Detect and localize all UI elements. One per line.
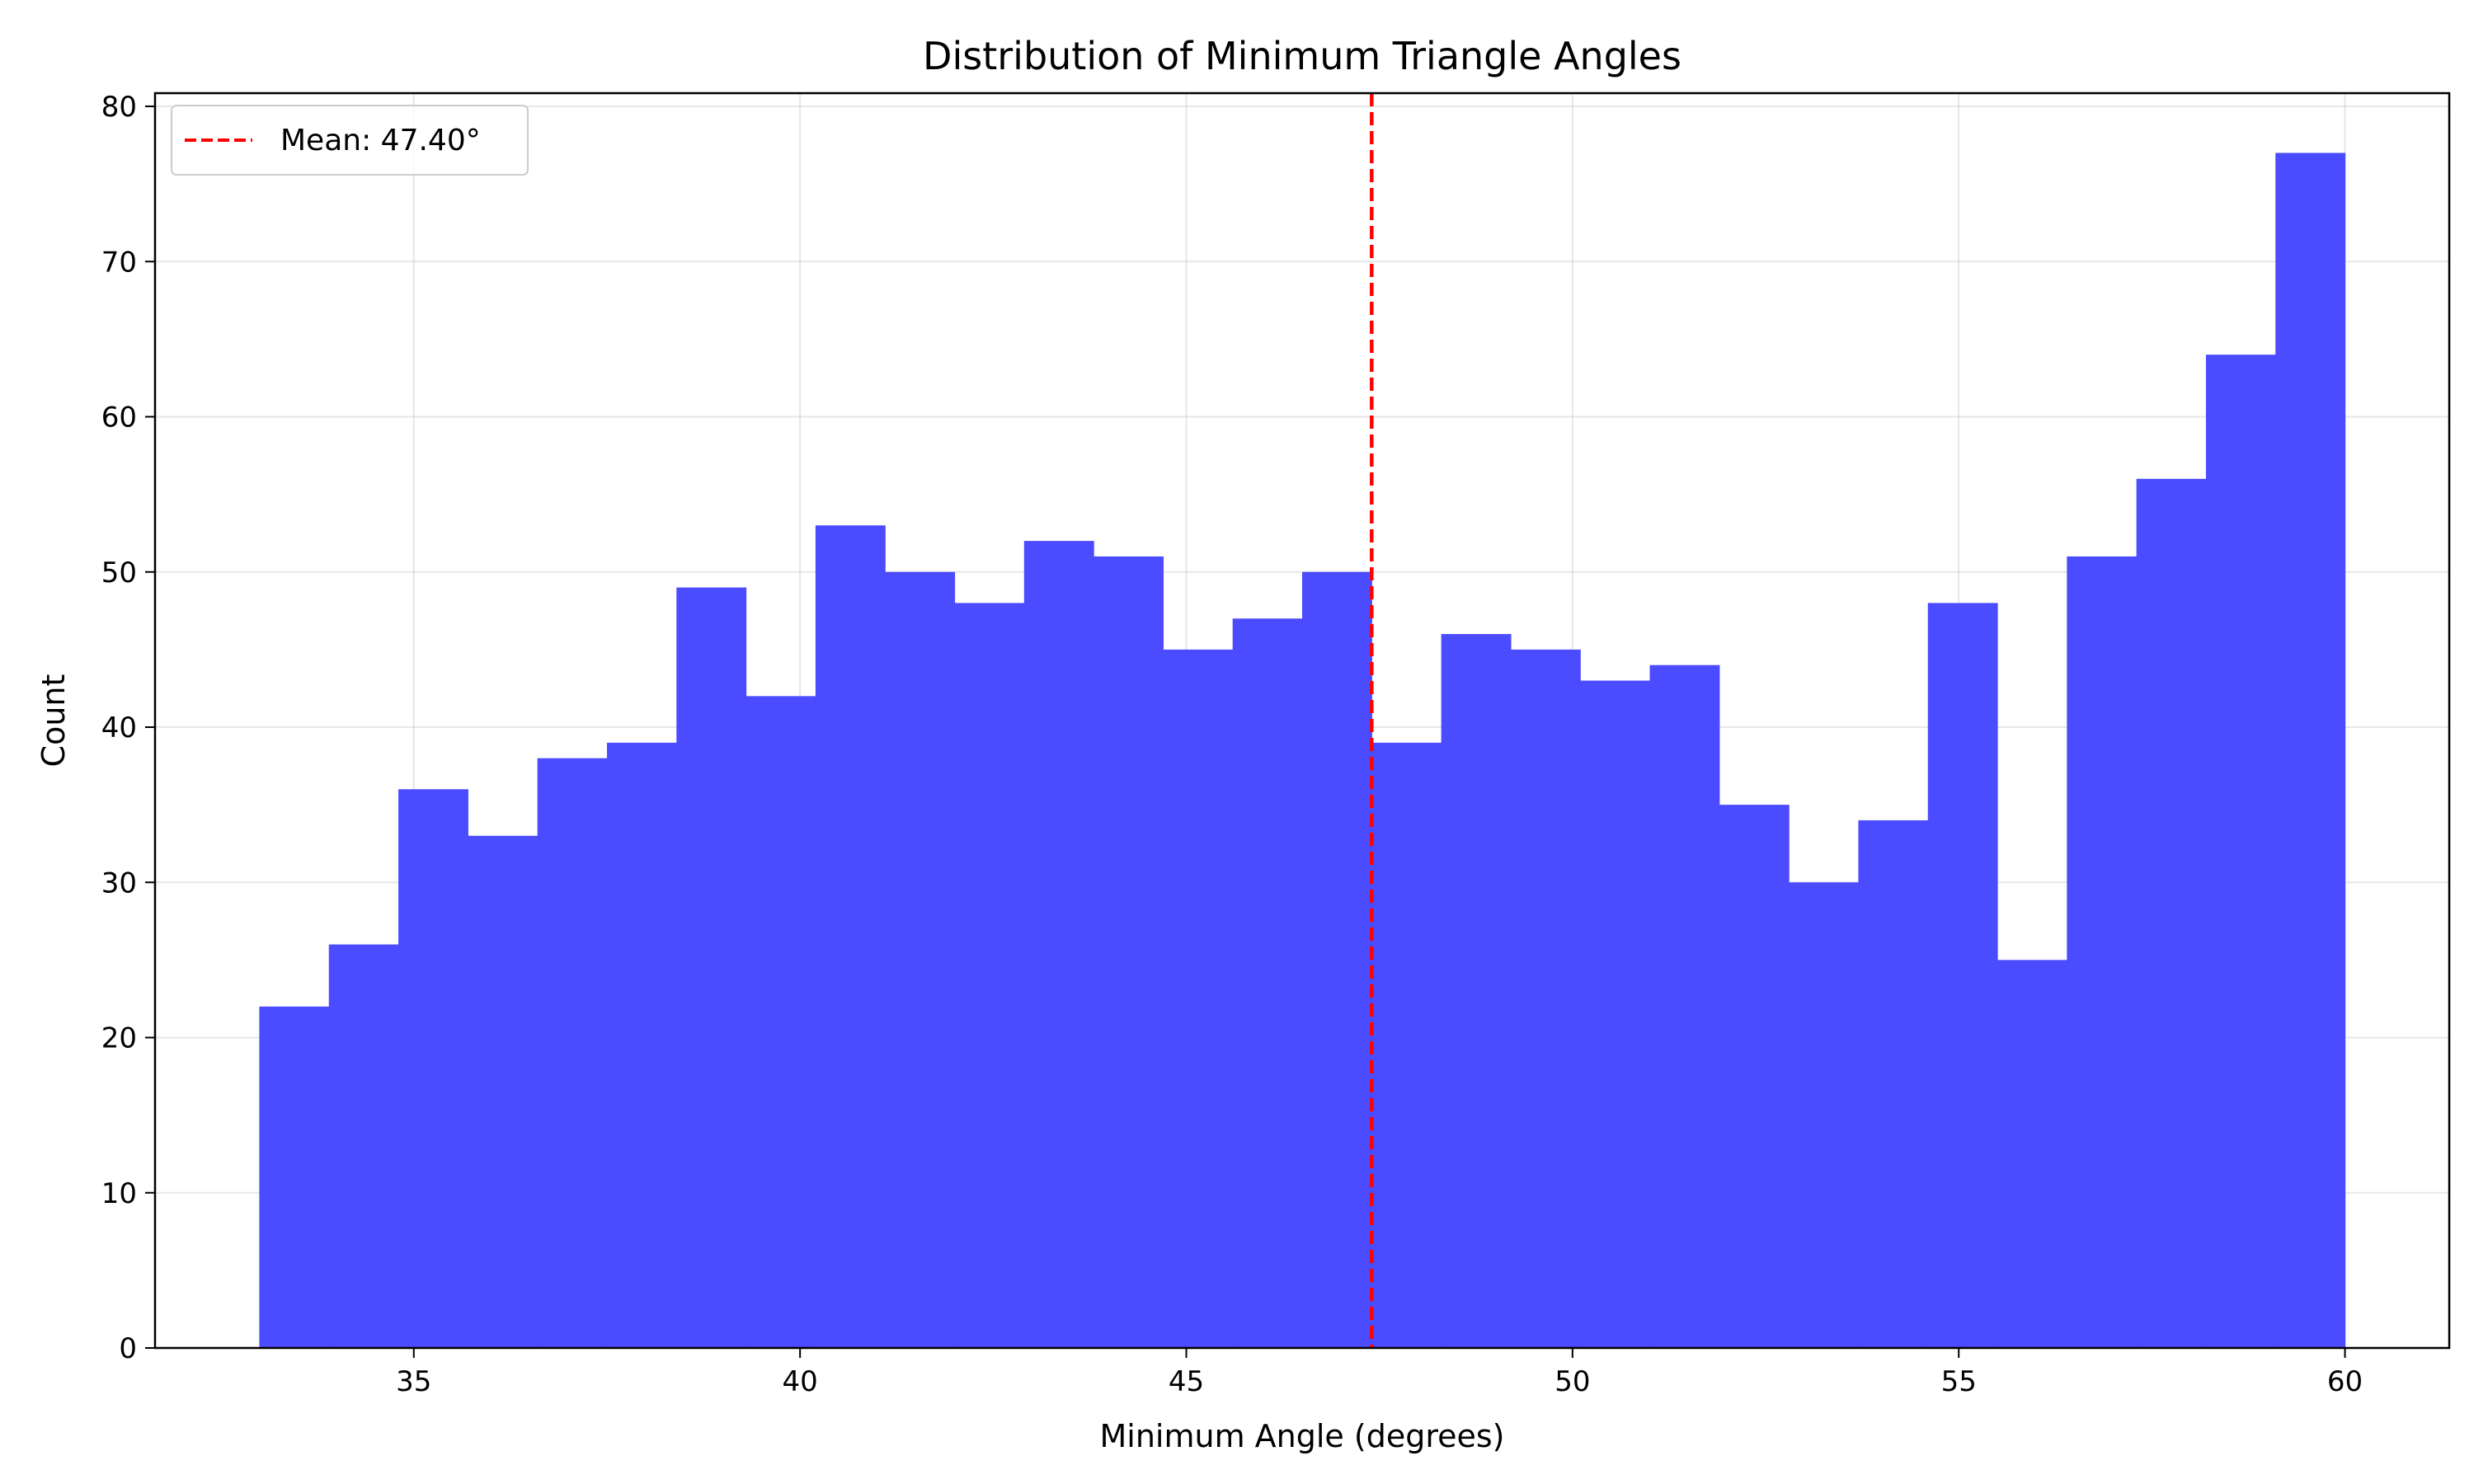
- histogram-bar: [1232, 618, 1303, 1348]
- histogram-bar: [1858, 819, 1929, 1348]
- histogram-bar: [1789, 882, 1860, 1348]
- histogram-bar: [537, 758, 608, 1348]
- x-tick-label: 60: [2327, 1365, 2363, 1398]
- histogram-bar: [1023, 541, 1094, 1348]
- legend-box: [171, 105, 529, 176]
- y-axis-ticks: 0 10 20 30 40 50 60 70 80: [101, 91, 155, 1365]
- histogram-bar: [398, 789, 468, 1348]
- histogram-bar: [2205, 355, 2276, 1349]
- y-axis-label: Count: [35, 674, 72, 768]
- histogram-bar: [1302, 571, 1372, 1348]
- y-tick-label: 40: [101, 711, 137, 744]
- histogram-bar: [1649, 665, 1720, 1348]
- y-tick-label: 20: [101, 1022, 137, 1055]
- histogram-bar: [606, 742, 677, 1348]
- histogram-bar: [259, 1006, 330, 1348]
- histogram-bar: [1441, 634, 1512, 1348]
- histogram-bar: [954, 603, 1025, 1348]
- legend: Mean: 47.40°: [171, 105, 529, 176]
- histogram-bar: [745, 696, 816, 1348]
- histogram-bars: [259, 153, 2346, 1349]
- histogram-bar: [1163, 649, 1234, 1348]
- histogram-bar: [2275, 153, 2346, 1348]
- x-tick-label: 40: [783, 1365, 818, 1398]
- histogram-bar: [1510, 649, 1581, 1348]
- histogram-bar: [1094, 556, 1164, 1348]
- histogram-bar: [1719, 805, 1790, 1348]
- axes-frame: [153, 92, 2451, 1350]
- histogram-bar: [328, 944, 399, 1348]
- x-tick-label: 55: [1941, 1365, 1977, 1398]
- histogram-bar: [2136, 478, 2207, 1349]
- y-tick-label: 80: [101, 91, 137, 124]
- x-tick-label: 35: [396, 1365, 431, 1398]
- histogram-bar: [2067, 556, 2138, 1348]
- legend-mean-label: Mean: 47.40°: [280, 124, 481, 157]
- y-tick-label: 0: [119, 1332, 137, 1365]
- histogram-bar: [1371, 742, 1442, 1348]
- chart-title: Distribution of Minimum Triangle Angles: [923, 34, 1681, 78]
- y-tick-label: 60: [101, 402, 137, 434]
- histogram-bar: [468, 835, 539, 1348]
- x-tick-label: 45: [1169, 1365, 1204, 1398]
- x-axis-ticks: 35 40 45 50 55 60: [396, 1348, 2363, 1398]
- x-tick-label: 50: [1554, 1365, 1590, 1398]
- histogram-bar: [815, 525, 886, 1348]
- x-axis-label: Minimum Angle (degrees): [1099, 1418, 1504, 1454]
- histogram-bar: [676, 587, 747, 1348]
- histogram-bar: [885, 571, 956, 1348]
- y-tick-label: 10: [101, 1177, 137, 1210]
- y-tick-label: 30: [101, 866, 137, 899]
- y-tick-label: 70: [101, 246, 137, 279]
- histogram-bar: [1927, 603, 1998, 1348]
- y-tick-label: 50: [101, 556, 137, 589]
- histogram-bar: [1580, 680, 1651, 1348]
- histogram-bar: [1997, 960, 2067, 1348]
